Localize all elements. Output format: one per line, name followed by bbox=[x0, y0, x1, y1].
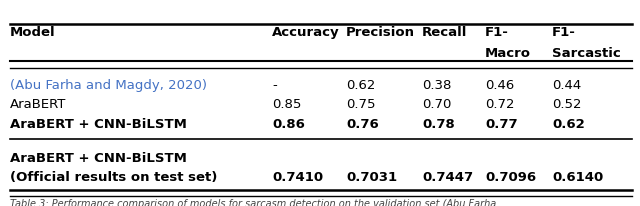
Text: 0.85: 0.85 bbox=[272, 98, 301, 111]
Text: Precision: Precision bbox=[346, 26, 415, 39]
Text: 0.44: 0.44 bbox=[552, 79, 581, 91]
Text: 0.86: 0.86 bbox=[272, 117, 305, 130]
Text: 0.76: 0.76 bbox=[346, 117, 379, 130]
Text: Accuracy: Accuracy bbox=[272, 26, 340, 39]
Text: AraBERT + CNN-BiLSTM: AraBERT + CNN-BiLSTM bbox=[10, 151, 187, 164]
Text: AraBERT + CNN-BiLSTM: AraBERT + CNN-BiLSTM bbox=[10, 117, 187, 130]
Text: -: - bbox=[272, 79, 276, 91]
Text: Macro: Macro bbox=[485, 47, 531, 60]
Text: 0.52: 0.52 bbox=[552, 98, 582, 111]
Text: F1-: F1- bbox=[552, 26, 576, 39]
Text: (Official results on test set): (Official results on test set) bbox=[10, 170, 218, 183]
Text: 0.38: 0.38 bbox=[422, 79, 451, 91]
Text: Recall: Recall bbox=[422, 26, 467, 39]
Text: 0.78: 0.78 bbox=[422, 117, 455, 130]
Text: 0.70: 0.70 bbox=[422, 98, 451, 111]
Text: 0.72: 0.72 bbox=[485, 98, 515, 111]
Text: (Abu Farha and Magdy, 2020): (Abu Farha and Magdy, 2020) bbox=[10, 79, 207, 91]
Text: 0.62: 0.62 bbox=[346, 79, 376, 91]
Text: 0.7031: 0.7031 bbox=[346, 170, 397, 183]
Text: 0.6140: 0.6140 bbox=[552, 170, 604, 183]
Text: 0.77: 0.77 bbox=[485, 117, 518, 130]
Text: Model: Model bbox=[10, 26, 56, 39]
Text: AraBERT: AraBERT bbox=[10, 98, 67, 111]
Text: 0.75: 0.75 bbox=[346, 98, 376, 111]
Text: Table 3: Performance comparison of models for sarcasm detection on the validatio: Table 3: Performance comparison of model… bbox=[10, 198, 496, 206]
Text: 0.7447: 0.7447 bbox=[422, 170, 473, 183]
Text: Sarcastic: Sarcastic bbox=[552, 47, 621, 60]
Text: 0.62: 0.62 bbox=[552, 117, 585, 130]
Text: F1-: F1- bbox=[485, 26, 509, 39]
Text: 0.46: 0.46 bbox=[485, 79, 515, 91]
Text: 0.7096: 0.7096 bbox=[485, 170, 536, 183]
Text: 0.7410: 0.7410 bbox=[272, 170, 323, 183]
